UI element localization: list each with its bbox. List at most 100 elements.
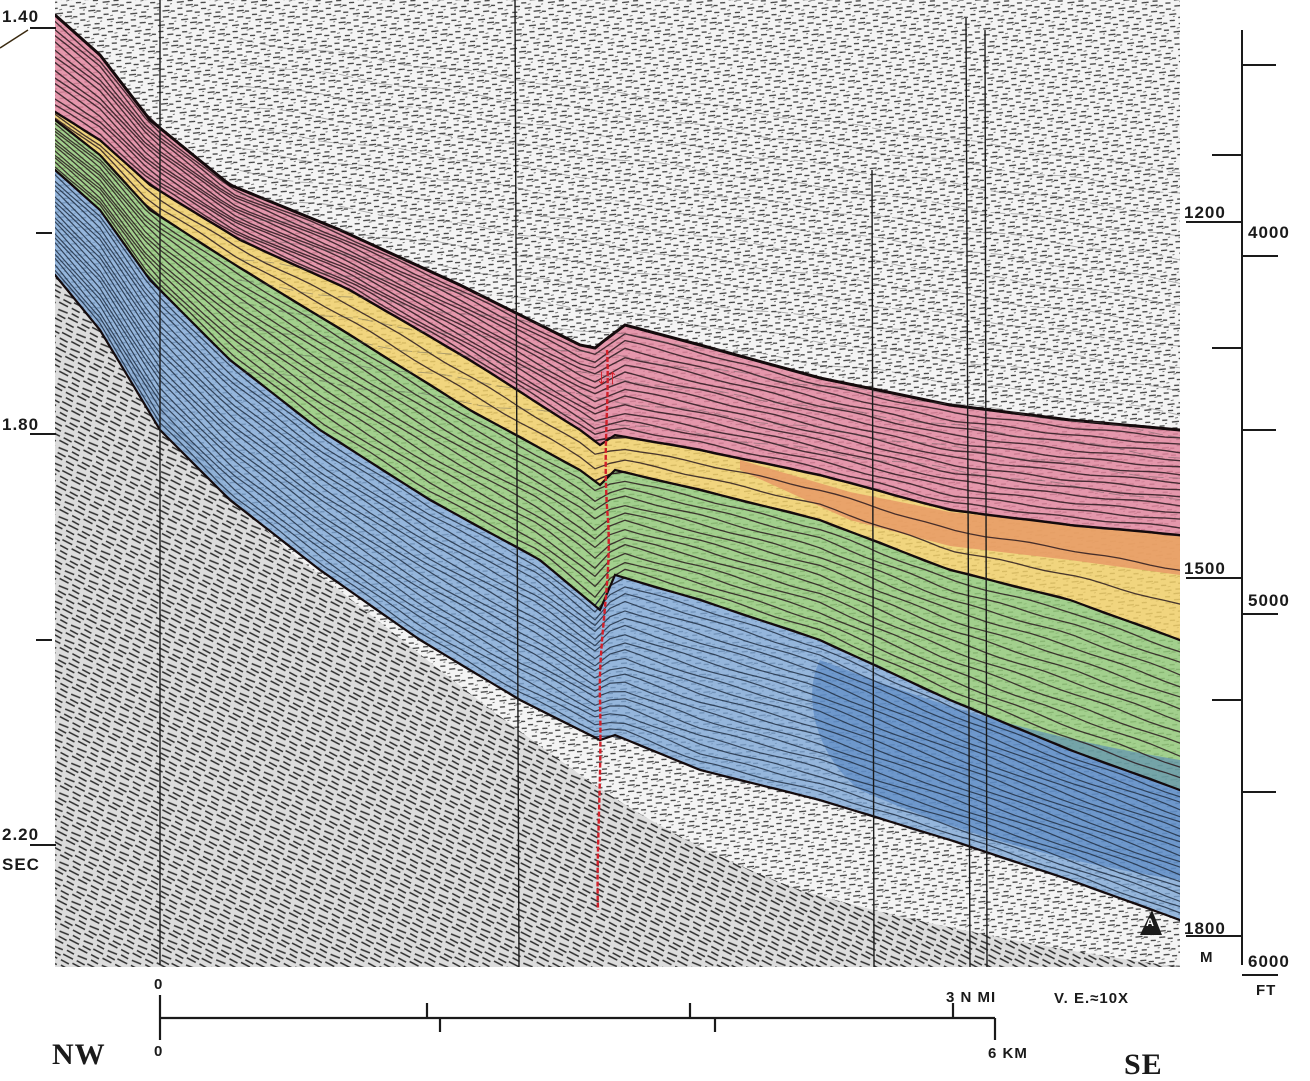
- time-label-1-80: 1.80: [2, 415, 40, 434]
- pink-reflector: [55, 41, 1180, 462]
- green-reflector: [55, 130, 1180, 676]
- reflector-lines: [55, 13, 1180, 922]
- pink-unit: [55, 15, 1180, 535]
- top-left-mark: [0, 29, 29, 49]
- key-horizon: [55, 168, 1180, 792]
- blue-reflector: [55, 237, 1180, 876]
- vertical-exaggeration-label: V. E.≈10X: [1054, 990, 1130, 1007]
- depth-m-unit: M: [1200, 949, 1214, 966]
- upper-faint-reflector: [239, 259, 1180, 392]
- fault-motion-label: ↓↑: [596, 364, 618, 389]
- green-reflector: [55, 142, 1180, 710]
- pink-reflector: [55, 29, 1180, 445]
- green-reflector: [55, 154, 1180, 744]
- direction-se: SE: [1124, 1048, 1163, 1081]
- scale-nmi-end: 3 N MI: [946, 989, 997, 1006]
- upper-faint-reflector: [239, 279, 1180, 416]
- green-reflector: [55, 157, 1180, 757]
- pink-reflector: [55, 98, 1180, 520]
- depth-m-1500: 1500: [1184, 559, 1226, 578]
- blue-reflector: [55, 185, 1180, 811]
- time-label-1-40: 1.40: [2, 7, 40, 26]
- time-unit-label: SEC: [2, 855, 40, 874]
- blue-reflector: [55, 180, 1180, 803]
- blue-reflector: [55, 253, 1180, 895]
- blue-reflector: [55, 189, 1180, 818]
- pink-reflector: [55, 61, 1180, 485]
- upper-faint-reflector: [239, 349, 1180, 479]
- key-horizon: [55, 118, 1180, 642]
- scale-bar-nautical-miles: [158, 995, 997, 1040]
- blue-reflector: [55, 211, 1180, 843]
- upper-faint-reflector: [239, 193, 1180, 326]
- depth-ft-6000: 6000: [1248, 952, 1290, 971]
- upper-faint-reflector: [239, 170, 1180, 306]
- upper-faint-reflector: [239, 371, 1180, 501]
- time-label-2-20: 2.20: [2, 825, 40, 844]
- blue-reflector: [55, 242, 1180, 883]
- green-reflector: [55, 145, 1180, 723]
- blue-reflector: [55, 217, 1180, 849]
- pink-reflector: [55, 90, 1180, 514]
- upper-faint-reflector: [239, 38, 1180, 174]
- blue-reflector: [55, 196, 1180, 823]
- blue-reflector: [55, 269, 1180, 914]
- upper-faint-reflector: [239, 325, 1180, 459]
- green-reflector: [55, 166, 1180, 779]
- depth-m-1200: 1200: [1184, 203, 1226, 222]
- green-reflector: [55, 139, 1180, 698]
- pink-reflector: [55, 69, 1180, 491]
- corner-label: A: [1146, 917, 1155, 929]
- deep-basement-reflections: [55, 270, 1180, 967]
- yellow-reflector: [55, 113, 1180, 571]
- green-reflector: [55, 127, 1180, 663]
- upper-faint-reflector: [239, 239, 1180, 369]
- upper-faint-reflector: [239, 106, 1180, 237]
- blue-reflector: [55, 205, 1180, 837]
- blue-reflector: [55, 233, 1180, 868]
- green-reflector: [55, 122, 1180, 653]
- pink-reflector: [55, 56, 1180, 476]
- green-reflector: [55, 150, 1180, 733]
- upper-faint-reflector: [239, 301, 1180, 438]
- upper-faint-reflector: [239, 147, 1180, 284]
- green-reflector: [55, 133, 1180, 688]
- upper-faint-reflector: [239, 85, 1180, 215]
- vertical-reference-lines: [159, 0, 988, 968]
- direction-nw: NW: [52, 1038, 106, 1071]
- depth-ft-unit: FT: [1256, 982, 1277, 999]
- blue-reflector: [55, 174, 1180, 798]
- pink-reflector: [55, 49, 1180, 468]
- key-horizon: [55, 110, 1180, 537]
- scale-km-zero: 0: [154, 1043, 164, 1060]
- corner-marker: [1140, 910, 1162, 935]
- blue-reflector: [55, 257, 1180, 902]
- green-reflector: [55, 161, 1180, 768]
- key-horizon: [55, 273, 1180, 922]
- scale-km-end: 6 KM: [988, 1045, 1028, 1062]
- blue-reflector: [55, 264, 1180, 908]
- fault-trace: [596, 349, 610, 911]
- depth-ft-5000: 5000: [1248, 591, 1290, 610]
- scale-nmi-zero: 0: [154, 976, 164, 993]
- blue-reflector: [55, 248, 1180, 888]
- time-axis-ticks: [30, 27, 56, 846]
- green-unit: [55, 120, 1180, 790]
- pink-reflector: [55, 20, 1180, 439]
- pink-reflector: [55, 104, 1180, 529]
- key-horizon: [55, 13, 1180, 432]
- blue-reflector: [55, 201, 1180, 830]
- pink-reflector: [55, 77, 1180, 498]
- upper-faint-reflector: [239, 126, 1180, 261]
- upper-faint-reflector: [239, 62, 1180, 194]
- yellow-reflector: [55, 117, 1180, 605]
- depth-axis-lines: [1186, 30, 1278, 976]
- upper-faint-reflector: [239, 217, 1180, 347]
- depth-m-1800: 1800: [1184, 919, 1226, 938]
- blue-reflector: [55, 221, 1180, 857]
- pink-reflector: [55, 34, 1180, 454]
- blue-reflector: [55, 226, 1180, 863]
- depth-ft-4000: 4000: [1248, 223, 1290, 242]
- orange-unit: [740, 460, 1180, 575]
